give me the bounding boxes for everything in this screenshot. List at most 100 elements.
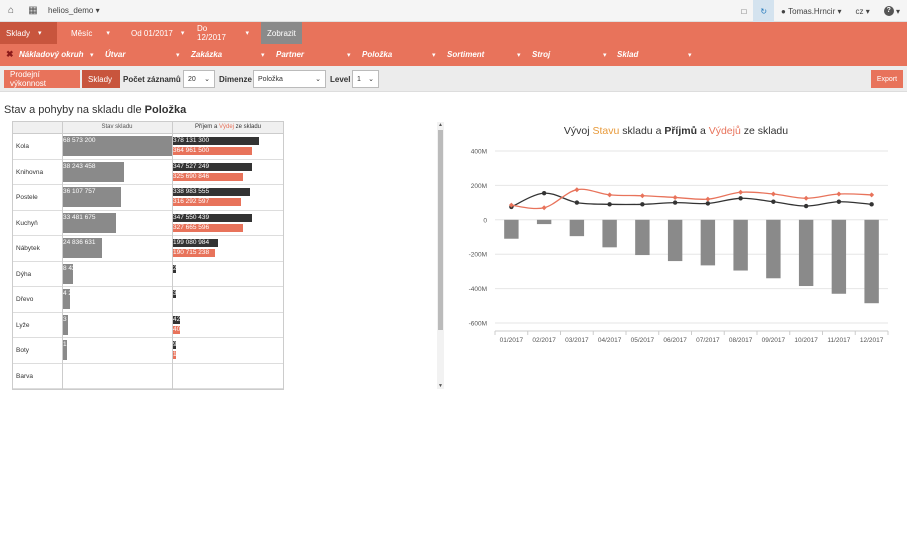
table-row[interactable]: Boty 1 186 530 9 930 493 12 031 135: [13, 338, 283, 364]
table-row[interactable]: Kuchyň 33 481 675 347 550 439 327 665 596: [13, 211, 283, 236]
chevron-down-icon[interactable]: ▾: [261, 52, 265, 59]
receipts-bar: [173, 239, 219, 247]
receipts-value: 347 527 249: [173, 162, 210, 170]
tab-warehouses[interactable]: Sklady: [82, 70, 120, 88]
table-row[interactable]: Lyže 3 644 439 42 866 338 40 599 530: [13, 313, 283, 338]
dimension-filter-machine[interactable]: Stroj: [532, 50, 551, 59]
chevron-down-icon: ⌄: [368, 76, 374, 83]
show-button[interactable]: Zobrazit: [261, 22, 302, 44]
receipts-point: [705, 201, 711, 206]
table-row[interactable]: Postele 36 107 757 338 983 555 316 292 597: [13, 185, 283, 211]
dimension-select[interactable]: Položka ⌄: [253, 70, 326, 88]
dimension-filter-item[interactable]: Položka: [362, 50, 393, 59]
receipts-point: [869, 202, 874, 207]
issues-value: 12 031 135: [173, 351, 206, 358]
report-toolbar: Prodejní výkonnost Sklady Počet záznamů …: [0, 66, 907, 92]
clear-filters-icon[interactable]: ✖: [6, 49, 14, 59]
receipts-point: [607, 202, 612, 207]
module-dropdown[interactable]: Sklady ▾: [0, 22, 57, 44]
tab-sales-performance[interactable]: Prodejní výkonnost: [4, 70, 80, 88]
table-row[interactable]: Nábytek 24 836 631 199 080 984 190 715 238: [13, 236, 283, 262]
stock-bar: [798, 219, 814, 287]
chevron-down-icon: ⌄: [315, 76, 321, 83]
export-button[interactable]: Export: [871, 70, 903, 88]
issues-point: [639, 193, 645, 199]
period-dropdown[interactable]: Měsíc ▾: [65, 22, 125, 44]
dimension-filter-cost-center[interactable]: Nákladový okruh: [19, 50, 84, 59]
receipts-point: [738, 196, 743, 201]
stock-bar: [635, 219, 650, 256]
dimension-filter-order[interactable]: Zakázka: [191, 50, 223, 59]
table-row[interactable]: Kola 68 573 200 378 131 300 364 961 500: [13, 134, 283, 160]
scrollbar-thumb[interactable]: [438, 130, 443, 330]
refresh-icon[interactable]: ↻: [753, 0, 775, 22]
dimension-filter-department[interactable]: Útvar: [105, 50, 126, 59]
table-row[interactable]: Dřevo 4 210 224 3 057 938 0: [13, 287, 283, 313]
home-icon[interactable]: ⌂: [7, 5, 15, 16]
user-icon: ●: [781, 6, 786, 16]
chevron-down-icon[interactable]: ▾: [688, 52, 692, 59]
issues-value: 364 961 500: [173, 147, 210, 154]
from-dropdown[interactable]: Od 01/2017 ▾: [125, 22, 191, 44]
document-icon[interactable]: □: [741, 6, 747, 16]
receipts-bar: [173, 315, 180, 324]
app-selector[interactable]: helios_demo ▾: [48, 6, 100, 15]
stock-bar: [700, 219, 716, 266]
grid-icon[interactable]: ▦: [28, 5, 38, 16]
issues-point: [738, 189, 744, 195]
receipts-value: 9 930 493: [173, 341, 202, 348]
scroll-down-icon[interactable]: ▼: [438, 383, 443, 389]
receipts-point: [771, 199, 776, 204]
chevron-down-icon: ⌄: [204, 76, 210, 83]
issues-value: 190 715 238: [173, 249, 210, 256]
x-tick-label: 04/2017: [598, 337, 622, 344]
row-name: Kola: [16, 143, 30, 150]
to-dropdown[interactable]: Do 12/2017 ▾: [191, 22, 255, 44]
chevron-down-icon[interactable]: ▾: [176, 52, 180, 59]
receipts-point: [541, 190, 547, 196]
period-filter-bar: Sklady ▾ Měsíc ▾ Od 01/2017 ▾ Do 12/2017 ▾ Z…: [0, 22, 907, 44]
stock-value: 38 243 458: [63, 162, 96, 170]
chevron-down-icon[interactable]: ▾: [517, 52, 521, 59]
issues-point: [672, 194, 678, 200]
x-tick-label: 11/2017: [827, 337, 850, 344]
row-name: Dřevo: [16, 296, 34, 303]
level-value: 1: [357, 75, 361, 83]
receipts-value: 347 550 439: [173, 213, 210, 221]
chevron-down-icon[interactable]: ▾: [90, 52, 94, 59]
receipts-point: [574, 200, 580, 205]
issues-point: [803, 195, 809, 201]
language-menu[interactable]: cz ▾: [855, 6, 870, 16]
table-row[interactable]: Barva 191 982 74 398 0: [13, 364, 283, 389]
stock-bar: [733, 219, 748, 271]
table-row[interactable]: Knihovna 38 243 458 347 527 249 325 690 846: [13, 160, 283, 185]
issues-line: [511, 188, 872, 210]
chevron-down-icon[interactable]: ▾: [347, 52, 351, 59]
stock-value: 191 982: [63, 366, 87, 374]
help-menu[interactable]: ? ▾: [877, 0, 907, 22]
stock-value: 33 481 675: [63, 213, 96, 221]
dimension-filter-warehouse[interactable]: Sklad: [617, 50, 639, 59]
records-value: 20: [188, 75, 196, 83]
issues-bar: [173, 223, 244, 232]
scroll-up-icon[interactable]: ▲: [438, 122, 443, 128]
records-select[interactable]: 20 ⌄: [183, 70, 215, 88]
table-row[interactable]: Dýha 8 429 452 2 663 974 0: [13, 262, 283, 287]
chevron-down-icon[interactable]: ▾: [432, 52, 436, 59]
table-scrollbar[interactable]: ▲ ▼: [437, 122, 444, 389]
stock-bar: [63, 187, 121, 207]
stock-table: Stav skladu Příjem a Výdej ze skladu Kol…: [12, 121, 284, 390]
level-select[interactable]: 1 ⌄: [352, 70, 379, 88]
issues-point: [541, 205, 547, 211]
issues-point: [770, 191, 776, 197]
issues-value: 0: [173, 300, 177, 307]
dimension-filter-bar: ✖ Nákladový okruh ▾ Útvar ▾ Zakázka ▾ Pa…: [0, 44, 907, 66]
chevron-down-icon[interactable]: ▾: [603, 52, 607, 59]
issues-value: 0: [173, 274, 177, 282]
dimension-filter-assortment[interactable]: Sortiment: [447, 50, 485, 59]
stock-bar: [504, 219, 519, 239]
user-menu[interactable]: ● Tomas.Hrncir ▾: [781, 6, 842, 16]
dimension-filter-partner[interactable]: Partner: [276, 50, 305, 59]
column-divider: [62, 122, 63, 389]
issues-bar: [173, 249, 215, 257]
